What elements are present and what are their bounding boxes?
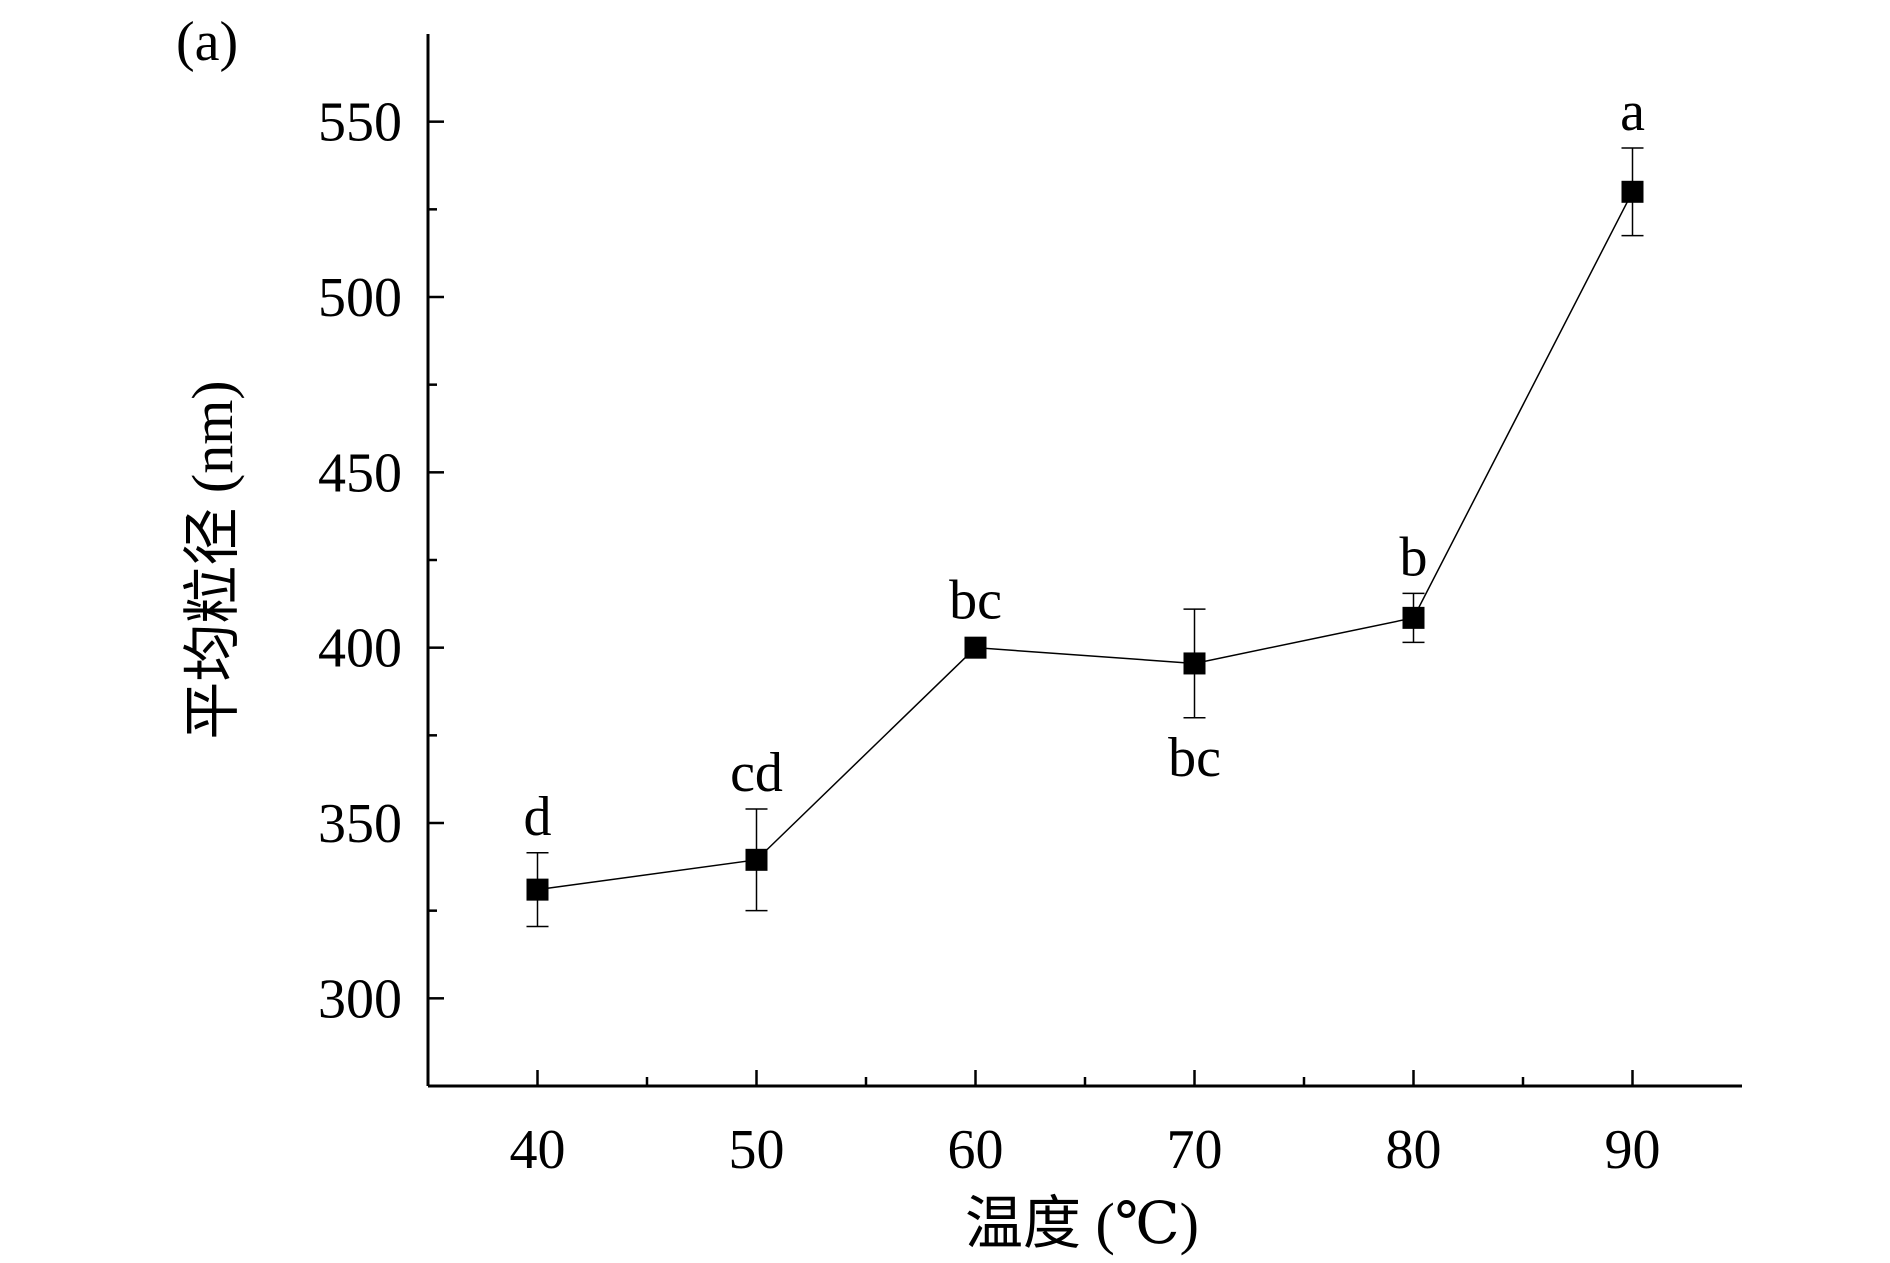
significance-label: d [524,786,552,848]
series-line [537,191,1634,891]
x-tick-label: 60 [948,1119,1004,1181]
y-tick-label: 500 [318,267,402,329]
data-point [1402,606,1425,629]
data-point [526,878,549,901]
y-tick-label: 550 [318,92,402,154]
significance-label: a [1620,81,1645,143]
data-point [1183,652,1206,675]
x-axis-title: 温度 (℃) [965,1191,1199,1256]
plot-area: d cd bc bc b a [524,81,1645,928]
x-tick-label: 90 [1605,1119,1661,1181]
data-point [745,848,768,871]
data-point [1621,180,1644,203]
data-point [964,636,987,659]
y-tick-label: 300 [318,968,402,1030]
axes: 300 350 400 450 500 550 40 50 60 70 80 90 [318,34,1742,1181]
x-tick-label: 40 [510,1119,566,1181]
panel-label: (a) [176,11,238,73]
x-tick-label: 80 [1386,1119,1442,1181]
y-tick-label: 350 [318,793,402,855]
y-axis-title: 平均粒径 (nm) [180,380,245,739]
significance-label: bc [1168,727,1221,789]
significance-label: cd [730,742,783,804]
significance-label: b [1400,526,1428,588]
x-tick-label: 70 [1167,1119,1223,1181]
significance-label: bc [949,570,1002,632]
y-tick-label: 400 [318,618,402,680]
x-tick-label: 50 [729,1119,785,1181]
y-tick-label: 450 [318,442,402,504]
